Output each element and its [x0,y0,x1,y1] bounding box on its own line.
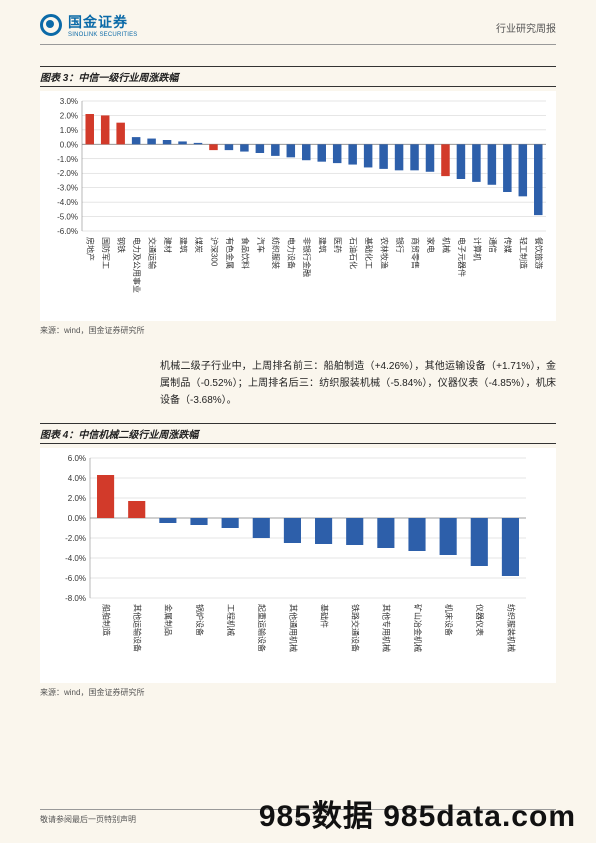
svg-text:工程机械: 工程机械 [226,604,236,636]
svg-text:-2.0%: -2.0% [65,534,86,543]
svg-text:建筑: 建筑 [178,237,188,253]
svg-text:-1.0%: -1.0% [57,155,78,164]
svg-text:食品饮料: 食品饮料 [240,237,250,269]
chart3-title: 图表 3：中信一级行业周涨跌幅 [40,69,178,84]
body-paragraph: 机械二级子行业中，上周排名前三：船舶制造（+4.26%），其他运输设备（+1.7… [40,358,556,409]
chart3-svg: -6.0% -5.0% -4.0% -3.0% -2.0% -1.0% 0.0% 1.0% 2.… [40,91,556,321]
watermark: 985数据 985data.com [259,791,576,835]
svg-text:仪器仪表: 仪器仪表 [475,604,485,636]
svg-text:房地产: 房地产 [86,237,96,261]
svg-text:2.0%: 2.0% [60,111,78,120]
svg-text:2.0%: 2.0% [68,494,86,503]
svg-text:-2.0%: -2.0% [57,169,78,178]
chart4-source: 来源：wind，国金证券研究所 [40,687,556,698]
svg-text:基础化工: 基础化工 [364,237,374,269]
logo-cn: 国金证券 [68,12,137,32]
svg-text:计算机: 计算机 [472,237,482,261]
chart4-block: 图表 4：中信机械二级行业周涨跌幅 -8.0% -6.0% -4.0% -2.0% 0.… [40,423,556,698]
logo-icon [40,14,62,36]
svg-text:金属制品: 金属制品 [164,604,174,636]
svg-text:3.0%: 3.0% [60,97,78,106]
svg-text:-4.0%: -4.0% [65,554,86,563]
svg-text:0.0%: 0.0% [60,140,78,149]
svg-text:医药: 医药 [333,237,343,253]
svg-text:铁路交通设备: 铁路交通设备 [351,604,361,652]
logo-en: SINOLINK SECURITIES [68,32,137,38]
svg-text:商贸零售: 商贸零售 [410,237,420,269]
svg-text:-4.0%: -4.0% [57,198,78,207]
svg-text:矿山冶金机械: 矿山冶金机械 [413,604,423,652]
svg-text:-3.0%: -3.0% [57,184,78,193]
svg-text:纺织服装机械: 纺织服装机械 [506,604,516,652]
svg-text:其他通用机械: 其他通用机械 [288,604,298,652]
svg-text:通信: 通信 [488,237,498,253]
svg-text:4.0%: 4.0% [68,474,86,483]
svg-text:电子元器件: 电子元器件 [457,237,467,277]
svg-text:基础件: 基础件 [319,604,329,628]
logo-text: 国金证券 SINOLINK SECURITIES [68,12,137,38]
svg-text:其他运输设备: 其他运输设备 [133,604,143,652]
chart3-area: -6.0% -5.0% -4.0% -3.0% -2.0% -1.0% 0.0% 1.0% 2.… [40,91,556,321]
svg-text:其他专用机械: 其他专用机械 [382,604,392,652]
svg-text:农林牧渔: 农林牧渔 [379,237,389,269]
chart4-title: 图表 4：中信机械二级行业周涨跌幅 [40,426,198,441]
svg-text:交通运输: 交通运输 [147,237,157,269]
svg-text:家电: 家电 [426,237,436,253]
svg-text:6.0%: 6.0% [68,454,86,463]
chart3-block: 图表 3：中信一级行业周涨跌幅 -6.0% -5.0% -4.0% -3.0% -2.0… [40,66,556,336]
svg-text:起重运输设备: 起重运输设备 [257,604,267,652]
svg-text:船舶制造: 船舶制造 [101,604,111,636]
svg-text:-6.0%: -6.0% [57,227,78,236]
chart4-area: -8.0% -6.0% -4.0% -2.0% 0.0% 2.0% 4.0% 6.0% 船舶制造… [40,448,556,683]
svg-text:电力设备: 电力设备 [287,237,297,269]
brand-logo: 国金证券 SINOLINK SECURITIES [40,12,556,38]
svg-text:有色金属: 有色金属 [225,237,235,269]
svg-text:锅炉设备: 锅炉设备 [195,604,205,636]
svg-text:1.0%: 1.0% [60,126,78,135]
svg-text:汽车: 汽车 [256,237,266,253]
chart3-title-bar: 图表 3：中信一级行业周涨跌幅 [40,66,556,87]
svg-text:电力及公用事业: 电力及公用事业 [132,237,142,293]
chart3-source: 来源：wind，国金证券研究所 [40,325,556,336]
svg-text:-8.0%: -8.0% [65,594,86,603]
svg-text:石油石化: 石油石化 [349,237,359,269]
svg-text:餐饮旅游: 餐饮旅游 [534,237,544,269]
svg-text:纺织服装: 纺织服装 [271,237,281,269]
svg-text:非银行金融: 非银行金融 [302,237,312,277]
svg-text:沪深300: 沪深300 [209,237,219,267]
footer-disclaimer: 敬请参阅最后一页特别声明 [40,814,136,825]
svg-text:轻工制造: 轻工制造 [519,237,529,269]
svg-text:银行: 银行 [395,237,405,253]
svg-text:机械: 机械 [441,237,451,253]
chart4-svg: -8.0% -6.0% -4.0% -2.0% 0.0% 2.0% 4.0% 6.0% 船舶制造… [40,448,556,683]
svg-text:钢铁: 钢铁 [117,237,127,253]
header-rule [40,44,556,45]
svg-text:建材: 建材 [163,237,173,253]
svg-text:-5.0%: -5.0% [57,213,78,222]
doc-type-label: 行业研究周报 [496,20,556,35]
svg-text:国防军工: 国防军工 [101,237,111,269]
svg-text:煤炭: 煤炭 [194,237,204,253]
svg-text:-6.0%: -6.0% [65,574,86,583]
svg-text:0.0%: 0.0% [68,514,86,523]
svg-text:建筑: 建筑 [318,237,328,253]
svg-text:传媒: 传媒 [503,237,513,253]
page-header: 国金证券 SINOLINK SECURITIES 行业研究周报 [0,0,596,52]
svg-text:机床设备: 机床设备 [444,604,454,636]
chart4-title-bar: 图表 4：中信机械二级行业周涨跌幅 [40,423,556,444]
